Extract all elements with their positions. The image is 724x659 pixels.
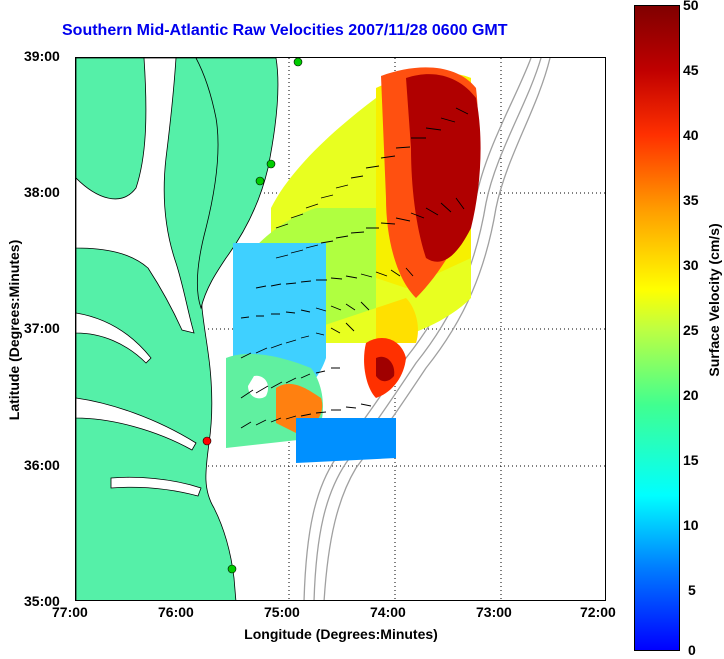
colorbar-tick-label: 45 xyxy=(683,62,699,78)
land-mass xyxy=(76,58,279,600)
colorbar xyxy=(634,5,680,651)
colorbar-label: Surface Velocity (cm/s) xyxy=(706,223,722,377)
x-tick-label: 73:00 xyxy=(476,604,512,620)
velocity-field xyxy=(226,67,481,463)
colorbar-tick-label: 20 xyxy=(683,387,699,403)
x-tick-label: 75:00 xyxy=(264,604,300,620)
y-tick-label: 35:00 xyxy=(24,593,60,609)
x-tick-label: 77:00 xyxy=(52,604,88,620)
map-plot-area xyxy=(75,57,606,601)
x-tick-label: 76:00 xyxy=(158,604,194,620)
station-markers xyxy=(202,58,303,574)
colorbar-tick-label: 15 xyxy=(683,452,699,468)
x-tick-label: 72:00 xyxy=(580,604,616,620)
y-tick-label: 37:00 xyxy=(24,320,60,336)
colorbar-tick-label: 40 xyxy=(683,127,699,143)
station-marker xyxy=(266,159,276,169)
colorbar-tick-label: 5 xyxy=(688,582,696,598)
y-axis-label: Latitude (Degrees:Minutes) xyxy=(6,239,22,421)
x-tick-label: 74:00 xyxy=(370,604,406,620)
colorbar-tick-label: 35 xyxy=(683,192,699,208)
map-canvas xyxy=(76,58,605,600)
x-axis-label: Longitude (Degrees:Minutes) xyxy=(244,626,438,642)
station-marker xyxy=(227,564,237,574)
highlight-station-marker xyxy=(202,436,212,446)
colorbar-tick-label: 0 xyxy=(688,642,696,658)
y-tick-label: 36:00 xyxy=(24,457,60,473)
y-tick-label: 39:00 xyxy=(24,48,60,64)
map-title: Southern Mid-Atlantic Raw Velocities 200… xyxy=(62,22,508,39)
station-marker xyxy=(293,58,303,67)
colorbar-tick-label: 50 xyxy=(683,0,699,13)
station-marker xyxy=(255,176,265,186)
colorbar-tick-label: 10 xyxy=(683,517,699,533)
colorbar-tick-label: 25 xyxy=(683,322,699,338)
y-tick-label: 38:00 xyxy=(24,184,60,200)
bathymetry-contours xyxy=(303,58,551,600)
colorbar-tick-label: 30 xyxy=(683,257,699,273)
